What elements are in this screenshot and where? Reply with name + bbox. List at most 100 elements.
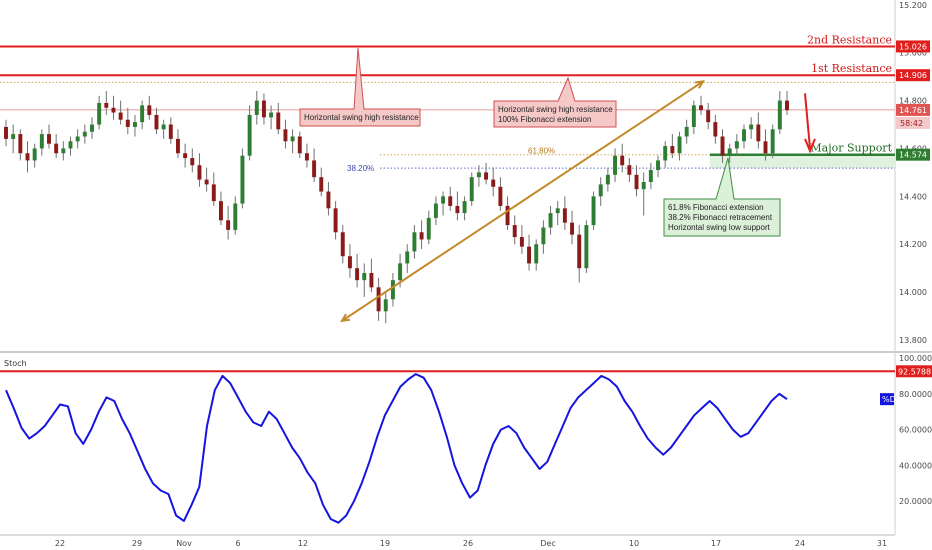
candle-body — [648, 170, 653, 182]
stoch-tick-label: 80.0000 — [899, 390, 932, 399]
candle-body — [684, 126, 689, 137]
candle-body — [777, 100, 782, 130]
second-resistance-price: 15.026 — [899, 42, 927, 51]
first-resistance-label: 1st Resistance — [811, 62, 892, 75]
price-tick-label: 13.800 — [899, 336, 927, 345]
candle-body — [656, 160, 660, 171]
candle-body — [276, 112, 281, 130]
candle-body — [190, 158, 195, 166]
candle-body — [355, 268, 360, 281]
candle-body — [398, 263, 403, 281]
candle-body — [247, 114, 252, 156]
candle-body — [605, 174, 610, 185]
candle-body — [734, 141, 739, 149]
candle-body — [505, 205, 510, 226]
candle-body — [677, 136, 682, 154]
callout-box-1 — [299, 47, 421, 127]
candle-body — [269, 112, 274, 118]
candle-body — [226, 220, 231, 230]
support-zone-layer — [710, 154, 895, 169]
candle-body — [319, 177, 324, 192]
candle-body — [541, 227, 546, 245]
candle-body — [484, 172, 489, 180]
support-zone — [710, 154, 895, 169]
candle-body — [61, 148, 66, 154]
candle-body — [197, 165, 202, 180]
time-tick-label: 22 — [55, 539, 65, 548]
candle-body — [627, 165, 632, 175]
stoch-tick-label: 20.0000 — [899, 497, 932, 506]
stoch-series-layer: 92.5788 %D — [0, 365, 932, 524]
candle-body — [663, 146, 668, 161]
candle-body — [154, 114, 159, 130]
candle-body — [90, 124, 94, 132]
callout-text-3-line: 61.8% Fibonacci extension — [668, 203, 764, 212]
candle-body — [548, 213, 553, 228]
major-support-label: Major Support — [810, 142, 892, 155]
candle-body — [426, 217, 431, 240]
candle-body — [111, 107, 116, 113]
callout-box-3 — [663, 157, 781, 237]
candle-body — [785, 100, 789, 111]
candle-body — [519, 237, 524, 247]
candle-body — [512, 225, 517, 238]
second-resistance-label: 2nd Resistance — [807, 33, 892, 46]
trend-arrow-line — [341, 80, 704, 322]
candle-body — [168, 124, 173, 139]
candle-body — [118, 112, 123, 120]
candle-body — [147, 105, 152, 115]
candle-body — [326, 191, 331, 209]
candle-body — [32, 148, 37, 161]
candle-body — [570, 222, 575, 235]
candle-body — [183, 153, 188, 159]
stoch-title: Stoch — [4, 359, 27, 368]
candle-body — [376, 287, 381, 312]
candle-body — [770, 129, 775, 154]
last-price-badge: 14.761 — [899, 106, 927, 115]
candle-body — [4, 126, 8, 139]
stoch-tick-label: 100.0000 — [899, 354, 932, 363]
callout-text-3-line: 38.2% Fibonacci retracement — [668, 213, 773, 222]
candle-body — [419, 232, 424, 240]
candle-body — [591, 196, 596, 226]
callout-text-3: 61.8% Fibonacci extension 38.2% Fibonacci… — [668, 203, 773, 232]
candle-body — [297, 136, 302, 154]
callout-text-2: Horizontal swing high resistance 100% Fib… — [498, 105, 613, 124]
candle-body — [362, 272, 367, 281]
candle-body — [218, 201, 223, 221]
candle-body — [706, 110, 711, 123]
candle-body — [448, 196, 453, 206]
candle-body — [333, 208, 338, 233]
time-tick-label: 6 — [235, 539, 240, 548]
candle-body — [462, 201, 467, 214]
candle-body — [534, 244, 539, 264]
candle-body — [527, 246, 532, 264]
candle-body — [613, 155, 618, 175]
time-tick-label: 12 — [298, 539, 308, 548]
candle-body — [125, 119, 130, 127]
candle-body — [39, 134, 44, 149]
price-tick-label: 14.400 — [899, 192, 927, 201]
candle-body — [254, 100, 259, 115]
time-tick-label: 19 — [380, 539, 390, 548]
candle-body — [691, 105, 696, 127]
candle-body — [742, 129, 746, 142]
last-price-badge-bg — [896, 103, 930, 116]
second-resistance-price-bg — [896, 40, 930, 53]
stoch-pane: Stoch 100.0000 80.0000 60.0000 40.0000 20.00… — [0, 354, 932, 524]
candle-body — [211, 184, 216, 202]
first-resistance-price-bg — [896, 69, 930, 82]
candle-body — [390, 280, 395, 300]
candle-body — [641, 181, 646, 190]
countdown-bg — [896, 116, 930, 129]
candle-body — [749, 124, 754, 130]
countdown-badge: 58:42 — [900, 119, 923, 128]
callout-text-1: Horizontal swing high resistance — [304, 113, 419, 122]
candle-body — [340, 232, 345, 257]
candle-body — [469, 177, 474, 202]
candle-body — [598, 184, 603, 197]
candle-body — [584, 225, 589, 269]
stoch-level-badge-bg — [896, 365, 932, 378]
candle-body — [140, 105, 145, 123]
